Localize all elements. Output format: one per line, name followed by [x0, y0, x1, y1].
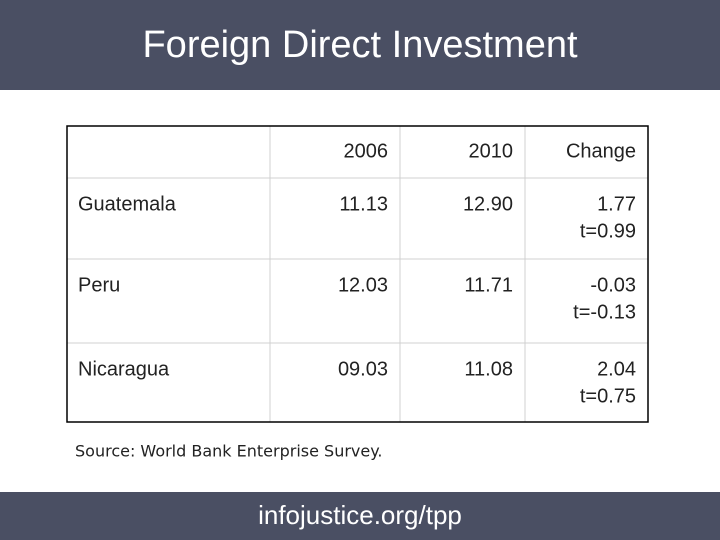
footer-text: infojustice.org/tpp	[258, 500, 462, 530]
column-header: 2010	[469, 140, 514, 162]
cell-value: 11.13	[339, 193, 388, 215]
table-border	[66, 125, 649, 423]
cell-value: 09.03	[338, 358, 388, 380]
slide-title: Foreign Direct Investment	[142, 24, 577, 66]
change-value: 1.77	[597, 193, 636, 215]
row-label: Peru	[78, 274, 120, 296]
footer-band	[0, 492, 720, 540]
t-statistic: t=0.99	[580, 220, 636, 242]
change-value: 2.04	[597, 358, 636, 380]
cell-value: 12.90	[463, 193, 513, 215]
cell-value: 11.08	[464, 358, 513, 380]
cell-value: 11.71	[464, 274, 513, 296]
header-band	[0, 0, 720, 90]
t-statistic: t=0.75	[580, 385, 636, 407]
row-label: Guatemala	[78, 193, 177, 215]
column-header: 2006	[344, 140, 389, 162]
table: 2006 2010 Change Guatemala 11.13 12.90 1.77 t=0…	[66, 125, 649, 423]
column-header: Change	[566, 140, 636, 162]
source-note: Source: World Bank Enterprise Survey.	[75, 442, 383, 461]
t-statistic: t=-0.13	[573, 301, 636, 323]
row-label: Nicaragua	[78, 358, 170, 380]
change-value: -0.03	[590, 274, 636, 296]
cell-value: 12.03	[338, 274, 388, 296]
